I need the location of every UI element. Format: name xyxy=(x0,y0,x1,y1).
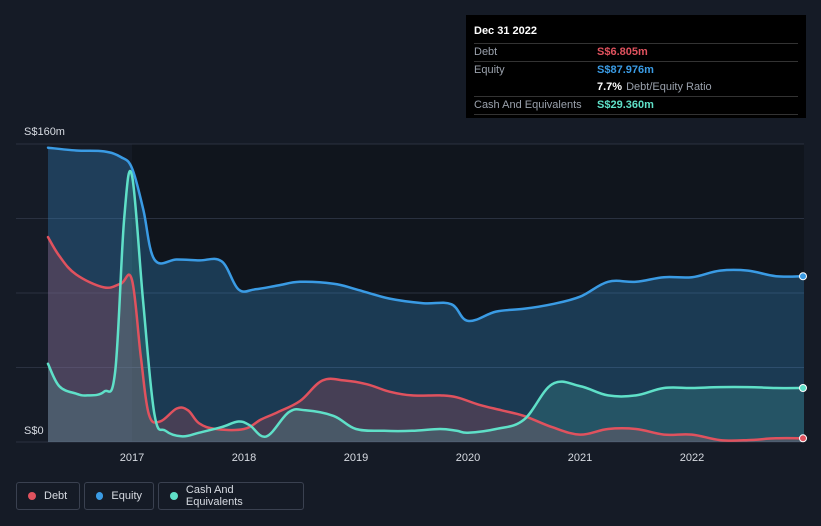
legend-debt-label: Debt xyxy=(44,490,68,502)
tooltip-debt-label: Debt xyxy=(474,46,498,58)
cash-dot-icon xyxy=(170,492,178,500)
tooltip-equity-label: Equity xyxy=(474,64,505,76)
legend-cash-label: Cash And Equivalents xyxy=(185,484,243,508)
equity-line xyxy=(46,146,806,323)
debt-endpoint[interactable] xyxy=(799,434,807,443)
legend-item-equity[interactable]: Equity xyxy=(84,482,154,510)
debt-dot-icon xyxy=(28,492,36,500)
tooltip-equity-row: Equity S$87.976m xyxy=(474,61,798,79)
x-tick-2017: 2017 xyxy=(120,452,144,464)
tooltip-ratio-row: 7.7% Debt/Equity Ratio xyxy=(474,79,798,96)
tooltip-ratio-label: Debt/Equity Ratio xyxy=(626,81,712,93)
legend-equity-label: Equity xyxy=(111,490,142,502)
gridlines xyxy=(16,143,804,443)
tooltip-date: Dec 31 2022 xyxy=(474,25,537,37)
debt-area xyxy=(48,237,804,442)
equity-dot-icon xyxy=(96,492,104,500)
x-tick-2021: 2021 xyxy=(568,452,592,464)
series-endpoints xyxy=(799,272,807,443)
y-axis-min-label: S$0 xyxy=(24,425,44,437)
tooltip-cash-value: S$29.360m xyxy=(597,99,654,111)
cash-and-equivalents-area xyxy=(48,170,804,442)
x-tick-2019: 2019 xyxy=(344,452,368,464)
tooltip-debt-value: S$6.805m xyxy=(597,46,648,58)
x-tick-2018: 2018 xyxy=(232,452,256,464)
tooltip-cash-label: Cash And Equivalents xyxy=(474,99,582,111)
cash-and-equivalents-line xyxy=(46,169,806,438)
legend-item-cash[interactable]: Cash And Equivalents xyxy=(158,482,304,510)
legend-item-debt[interactable]: Debt xyxy=(16,482,80,510)
tooltip-cash-row: Cash And Equivalents S$29.360m xyxy=(474,96,798,115)
data-tooltip: Dec 31 2022 Debt S$6.805m Equity S$87.97… xyxy=(466,15,806,118)
debt-line xyxy=(46,235,806,442)
tooltip-ratio-percent: 7.7% xyxy=(597,81,623,93)
x-tick-2022: 2022 xyxy=(680,452,704,464)
series-areas xyxy=(48,147,804,442)
tooltip-debt-row: Debt S$6.805m xyxy=(474,43,798,61)
equity-endpoint[interactable] xyxy=(799,272,807,281)
tooltip-equity-value: S$87.976m xyxy=(597,64,654,76)
equity-area xyxy=(48,147,804,442)
cash-and-equivalents-endpoint[interactable] xyxy=(799,383,807,392)
y-axis-max-label: S$160m xyxy=(24,126,65,138)
x-axis-ticks: 2017 2018 2019 2020 2021 2022 xyxy=(120,452,704,464)
series-lines xyxy=(46,146,806,442)
x-tick-2020: 2020 xyxy=(456,452,480,464)
